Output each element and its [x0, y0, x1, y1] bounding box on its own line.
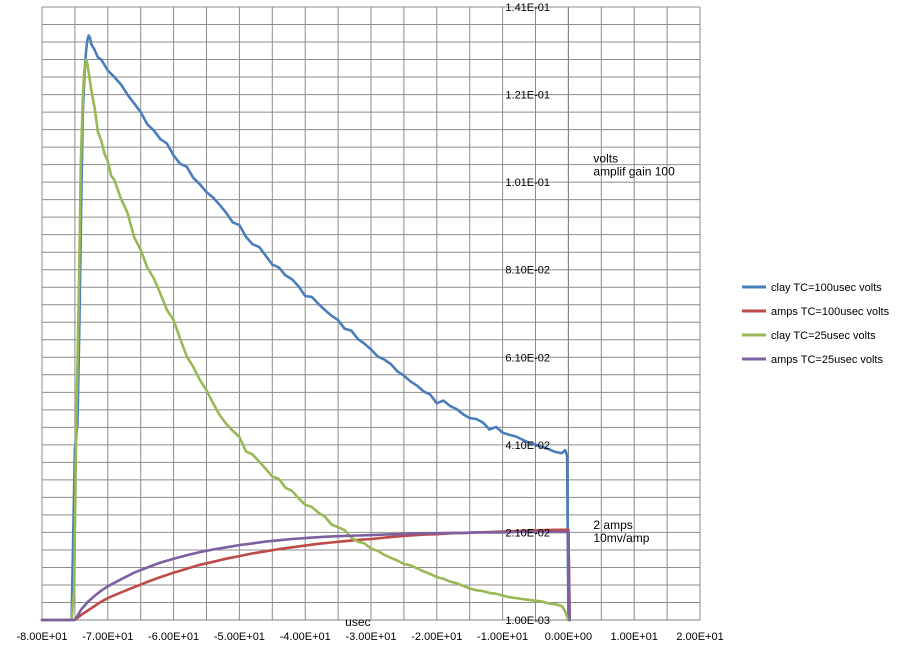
x-tick-label: -1.00E+01 [477, 631, 528, 643]
y-tick-label: 6.10E-02 [505, 352, 550, 364]
x-tick-label: -3.00E+01 [345, 631, 396, 643]
x-tick-label: -4.00E+01 [280, 631, 331, 643]
x-tick-label: 1.00E+01 [610, 631, 657, 643]
y-tick-label: 8.10E-02 [505, 265, 550, 277]
x-tick-label: -6.00E+01 [148, 631, 199, 643]
legend-entry-label: amps TC=25usec volts [771, 354, 883, 366]
y-tick-labels: 1.00E-03 2.10E-02 4.10E-02 6.10E-02 8.10E-02… [505, 2, 550, 627]
y-tick-label: 2.10E-02 [505, 527, 550, 539]
x-tick-label: -5.00E+01 [214, 631, 265, 643]
x-axis-label: usec [345, 615, 370, 629]
series-line-1 [40, 528, 572, 622]
series-group [40, 34, 572, 622]
legend-entry-label: clay TC=25usec volts [771, 330, 876, 342]
y-tick-label: 4.10E-02 [505, 440, 550, 452]
annotation-text: 2 amps [593, 518, 632, 532]
x-tick-label: 0.00E+00 [545, 631, 592, 643]
y-tick-label: 1.01E-01 [505, 177, 550, 189]
legend: clay TC=100usec volts amps TC=100usec vol… [742, 282, 890, 366]
series-line-2 [40, 58, 570, 622]
y-tick-label: 1.00E-03 [505, 615, 550, 627]
x-tick-label: -8.00E+01 [16, 631, 67, 643]
x-tick-label: 2.00E+01 [676, 631, 723, 643]
annotation-text: volts [593, 151, 618, 165]
legend-entry-label: clay TC=100usec volts [771, 282, 882, 294]
x-tick-label: -2.00E+01 [411, 631, 462, 643]
x-tick-label: -7.00E+01 [82, 631, 133, 643]
series-line-0 [40, 34, 570, 622]
series-line-3 [40, 530, 572, 622]
x-tick-labels: -8.00E+01 -7.00E+01 -6.00E+01 -5.00E+01 -4.0… [16, 631, 723, 643]
y-tick-label: 1.21E-01 [505, 90, 550, 102]
y-tick-label: 1.41E-01 [505, 2, 550, 14]
annotation-text: amplif gain 100 [593, 165, 675, 179]
annotation-text: 10mv/amp [593, 531, 649, 545]
legend-entry-label: amps TC=100usec volts [771, 306, 890, 318]
